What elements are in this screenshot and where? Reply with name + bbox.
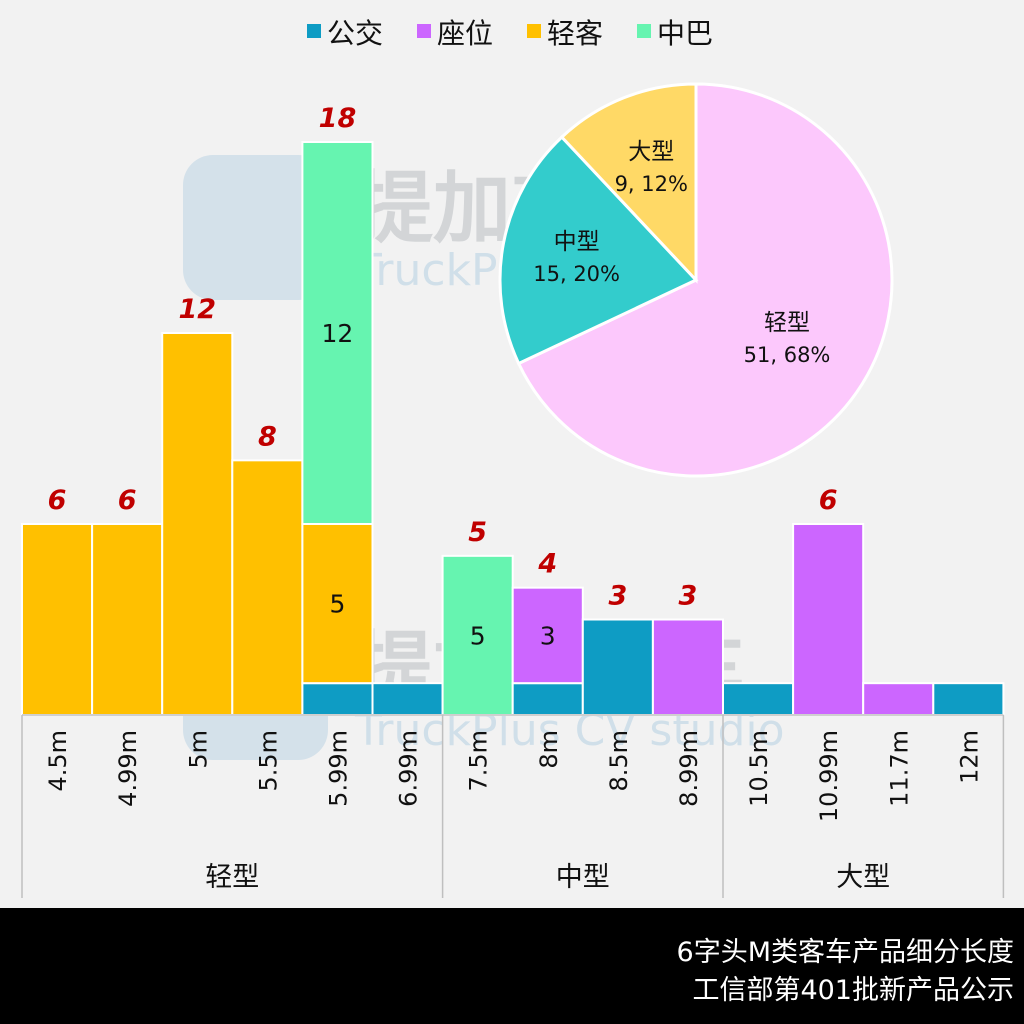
total-label: 12: [178, 294, 216, 325]
legend-label: 中巴: [657, 17, 713, 50]
bar-8.5m-公交: [581, 618, 654, 716]
x-tick-label: 10.5m: [745, 730, 773, 807]
pie-slice-轻型: [516, 82, 894, 478]
bar-6.99m-公交: [371, 682, 444, 717]
total-label: 8: [258, 421, 277, 452]
bar-8.99m-座位: [651, 618, 725, 716]
segment-label: 3: [540, 621, 556, 650]
x-tick-label: 12m: [955, 730, 983, 784]
bar-5.99m-轻客: [301, 523, 374, 685]
group-label: 轻型: [205, 862, 259, 893]
legend-label: 轻客: [547, 17, 603, 50]
chart: 提加商用车TruckPlus CV studio提加商用车TruckPlus C…: [21, 17, 1005, 898]
x-tick-label: 4.5m: [44, 730, 72, 792]
segment-label: 5: [470, 621, 486, 650]
x-tick-label: 5m: [184, 730, 212, 769]
bar-7.5m-中巴: [441, 554, 514, 716]
pie-value-label: 15, 20%: [533, 262, 620, 286]
bar-5.99m-中巴: [301, 141, 374, 525]
pie-label: 轻型: [764, 310, 810, 336]
bar-11.7m-座位: [862, 682, 935, 717]
total-label: 6: [48, 485, 67, 516]
pie-slice-大型: [559, 82, 698, 284]
total-label: 4: [537, 549, 557, 580]
pie-value-label: 9, 12%: [615, 172, 688, 196]
bar-5m-轻客: [161, 332, 234, 716]
bar-10.5m-公交: [722, 682, 795, 717]
legend-swatch-公交: [307, 24, 321, 38]
footer-title: 6字头M类客车产品细分长度: [676, 937, 1014, 968]
total-label: 18: [319, 103, 357, 134]
x-tick-label: 6.99m: [395, 730, 423, 807]
bar-5.99m-公交: [301, 682, 374, 717]
x-tick-label: 7.5m: [465, 730, 493, 792]
pie-label: 大型: [628, 139, 674, 165]
x-tick-label: 4.99m: [114, 730, 142, 807]
bar-8m-公交: [511, 682, 584, 717]
x-tick-label: 8.99m: [675, 730, 703, 807]
segment-label: 5: [329, 590, 345, 619]
x-tick-label: 11.7m: [885, 730, 913, 807]
legend-swatch-座位: [417, 24, 431, 38]
total-label: 5: [468, 517, 487, 548]
x-tick-label: 5.99m: [324, 730, 352, 807]
pie-slice-中型: [498, 135, 699, 366]
footer: 6字头M类客车产品细分长度 工信部第401批新产品公示: [0, 908, 1024, 1024]
total-label: 6: [819, 485, 838, 516]
legend-swatch-轻客: [527, 24, 541, 38]
x-tick-label: 10.99m: [815, 730, 843, 822]
x-tick-label: 8m: [535, 730, 563, 769]
legend-label: 座位: [437, 17, 493, 50]
bar-12m-公交: [932, 682, 1005, 717]
x-tick-label: 5.5m: [254, 730, 282, 792]
bar-8m-座位: [511, 586, 584, 685]
footer-subtitle: 工信部第401批新产品公示: [692, 975, 1014, 1006]
bar-4.99m-轻客: [91, 523, 164, 716]
group-label: 中型: [556, 862, 610, 893]
watermark-logo: [183, 155, 328, 300]
bar-10.99m-座位: [792, 523, 865, 716]
segment-label: 12: [322, 319, 354, 348]
total-label: 3: [679, 581, 698, 612]
group-label: 大型: [836, 862, 890, 893]
bar-4.5m-轻客: [21, 523, 94, 716]
total-label: 6: [118, 485, 137, 516]
bar-5.5m-轻客: [231, 459, 304, 717]
pie-label: 中型: [554, 229, 600, 255]
legend-swatch-中巴: [637, 24, 651, 38]
pie-value-label: 51, 68%: [744, 343, 831, 367]
x-tick-label: 8.5m: [605, 730, 633, 792]
total-label: 3: [608, 581, 627, 612]
legend-label: 公交: [327, 17, 383, 50]
